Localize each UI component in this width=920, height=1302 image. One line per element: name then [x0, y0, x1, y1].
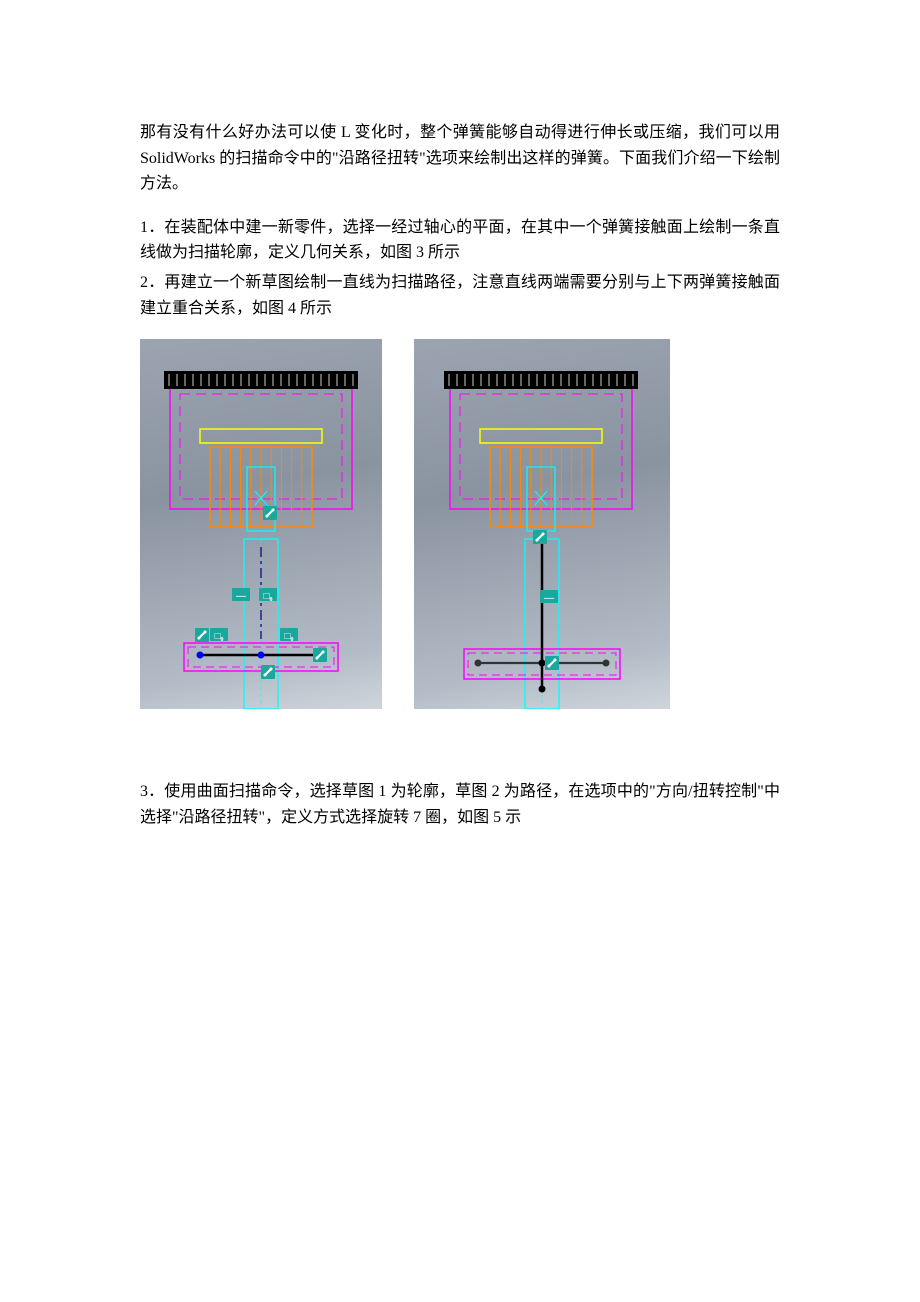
intro-paragraph: 那有没有什么好办法可以使 L 变化时，整个弹簧能够自动得进行伸长或压缩，我们可以… — [140, 120, 780, 197]
svg-text:□₀: □₀ — [284, 631, 293, 642]
step-1: 1．在装配体中建一新零件，选择一经过轴心的平面，在其中一个弹簧接触面上绘制一条直… — [140, 215, 780, 266]
svg-text:—: — — [235, 591, 247, 602]
step-2: 2．再建立一个新草图绘制一直线为扫描路径，注意直线两端需要分别与上下两弹簧接触面… — [140, 270, 780, 321]
svg-text:□₀: □₀ — [263, 591, 272, 602]
svg-text:—: — — [543, 593, 555, 604]
svg-text:□₀: □₀ — [214, 631, 223, 642]
figures-row: — □₀ □₀ □₀ — — [140, 339, 780, 709]
figure-3: — □₀ □₀ □₀ — [140, 339, 382, 709]
step-3: 3．使用曲面扫描命令，选择草图 1 为轮廓，草图 2 为路径，在选项中的"方向/… — [140, 779, 780, 830]
figure-4: — — [414, 339, 670, 709]
